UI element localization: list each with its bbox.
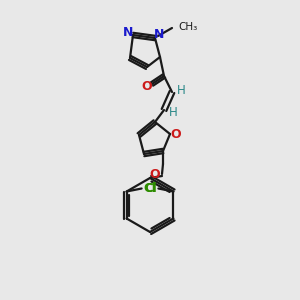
- Text: O: O: [171, 128, 181, 140]
- Text: N: N: [154, 28, 164, 41]
- Text: Cl: Cl: [144, 182, 157, 195]
- Text: CH₃: CH₃: [178, 22, 197, 32]
- Text: N: N: [123, 26, 133, 38]
- Text: Cl: Cl: [143, 182, 156, 195]
- Text: H: H: [169, 106, 177, 118]
- Text: H: H: [177, 83, 185, 97]
- Text: O: O: [142, 80, 152, 92]
- Text: O: O: [150, 169, 160, 182]
